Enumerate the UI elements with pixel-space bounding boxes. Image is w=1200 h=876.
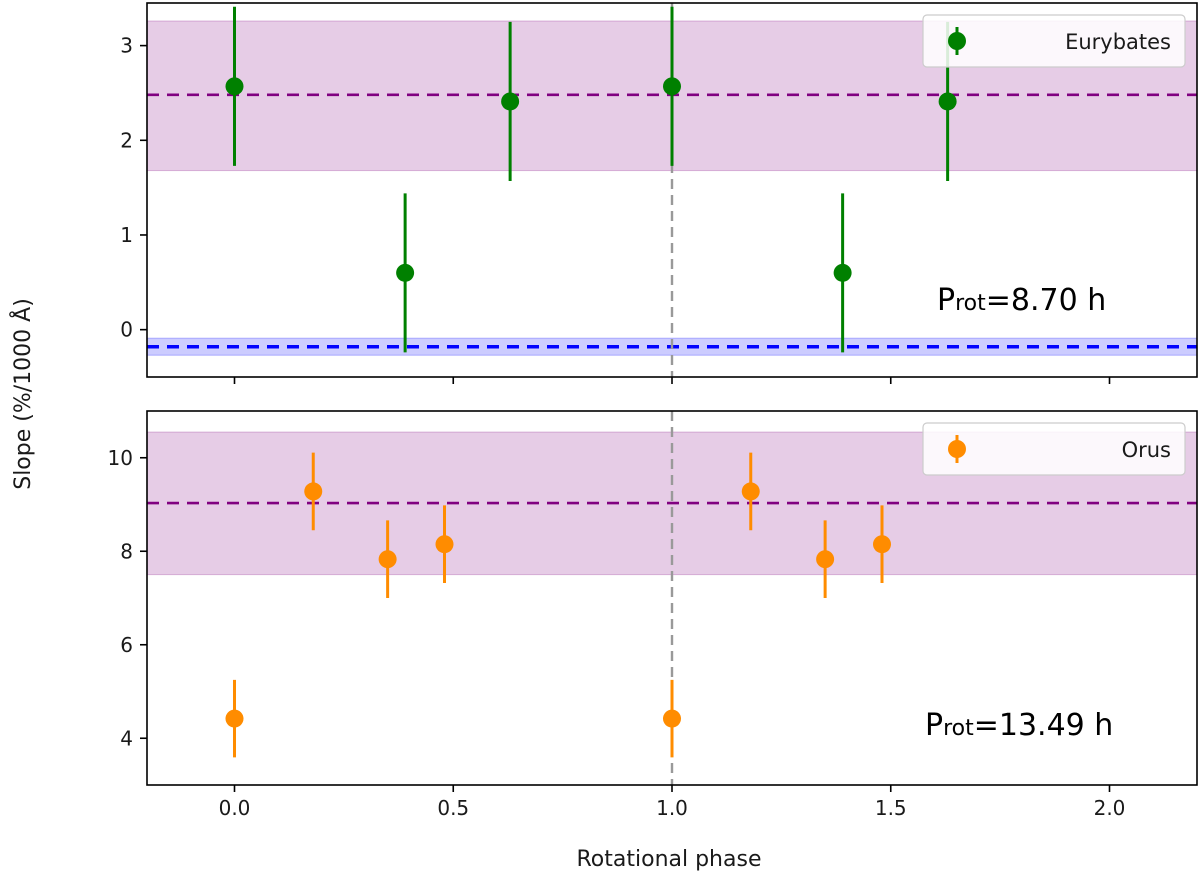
point-layer bbox=[225, 482, 891, 728]
x-tick-label: 1.5 bbox=[875, 796, 907, 820]
data-point bbox=[663, 77, 681, 96]
annotation-value: =8.70 h bbox=[986, 283, 1106, 318]
x-axis-ticks: 0.0 0.5 1.0 1.5 2.0 bbox=[219, 785, 1126, 820]
x-axis-ticks bbox=[233, 377, 1111, 384]
y-tick-label: 3 bbox=[120, 34, 133, 58]
y-tick-label: 0 bbox=[120, 318, 133, 342]
annotation-subscript: rot bbox=[955, 291, 986, 316]
panel-orus: 4 6 8 10 0.0 0.5 1.0 1.5 2.0 Orus Prot=13.49 h bbox=[108, 410, 1198, 820]
panel-eurybates: 0 1 2 3 Eurybates Prot=8.70 h bbox=[120, 2, 1198, 384]
legend-label: Orus bbox=[1122, 438, 1171, 462]
annotation-prefix: P bbox=[937, 283, 955, 318]
data-point bbox=[833, 263, 852, 282]
data-point bbox=[396, 263, 415, 282]
point-layer bbox=[225, 77, 957, 282]
data-point bbox=[225, 709, 244, 728]
y-tick-label: 2 bbox=[120, 128, 133, 152]
data-point bbox=[378, 550, 397, 569]
x-tick-label: 2.0 bbox=[1094, 796, 1126, 820]
legend-box bbox=[922, 14, 1186, 68]
legend: Orus bbox=[922, 422, 1186, 476]
x-tick-label: 0.5 bbox=[437, 796, 469, 820]
rotation-period-annotation: Prot=8.70 h bbox=[937, 283, 1106, 318]
y-axis-ticks: 4 6 8 10 bbox=[108, 446, 147, 750]
legend-marker bbox=[948, 440, 966, 458]
y-tick-label: 10 bbox=[108, 446, 133, 470]
annotation-value: =13.49 h bbox=[974, 708, 1114, 743]
y-tick-label: 1 bbox=[120, 223, 133, 247]
legend-label: Eurybates bbox=[1065, 30, 1171, 54]
y-tick-label: 4 bbox=[120, 726, 133, 750]
legend: Eurybates bbox=[922, 14, 1186, 68]
data-point bbox=[304, 482, 323, 501]
data-point bbox=[938, 92, 957, 111]
y-axis-ticks: 0 1 2 3 bbox=[120, 34, 147, 342]
data-point bbox=[873, 535, 891, 554]
x-tick-label: 0.0 bbox=[219, 796, 251, 820]
x-axis-label: Rotational phase bbox=[577, 847, 762, 872]
data-point bbox=[501, 92, 520, 111]
legend-box bbox=[922, 422, 1186, 476]
x-tick-label: 1.0 bbox=[656, 796, 688, 820]
y-axis-label: Slope (%/1000 Å) bbox=[9, 298, 36, 490]
data-point bbox=[741, 482, 760, 501]
rotation-period-annotation: Prot=13.49 h bbox=[925, 708, 1113, 743]
y-tick-label: 8 bbox=[120, 539, 133, 563]
data-point bbox=[663, 709, 681, 728]
annotation-subscript: rot bbox=[943, 716, 974, 741]
data-point bbox=[435, 535, 454, 554]
y-tick-label: 6 bbox=[120, 633, 133, 657]
data-point bbox=[225, 77, 244, 96]
data-point bbox=[816, 550, 835, 569]
annotation-prefix: P bbox=[925, 708, 943, 743]
legend-marker bbox=[948, 32, 966, 50]
